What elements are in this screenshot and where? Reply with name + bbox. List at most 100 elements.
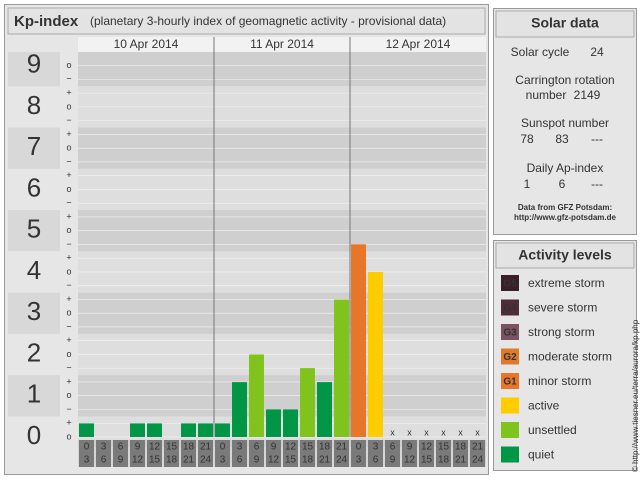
hour-to: 12 <box>404 455 416 466</box>
legend-swatch <box>501 397 519 414</box>
time-box <box>214 440 231 467</box>
hour-to: 21 <box>455 455 467 466</box>
sub-tick-label: + <box>66 170 71 180</box>
hour-from: 18 <box>455 442 467 453</box>
hour-to: 15 <box>149 455 161 466</box>
hour-to: 21 <box>319 455 331 466</box>
y-tick-label: 0 <box>27 420 41 450</box>
y-tick-label: 2 <box>27 337 41 367</box>
ap-value: 1 <box>524 177 531 191</box>
label-band <box>8 375 60 417</box>
sub-tick-label: + <box>66 294 71 304</box>
label-band <box>8 52 60 87</box>
bar <box>266 409 281 437</box>
hour-from: 15 <box>302 442 314 453</box>
y-tick-label: 7 <box>27 131 41 161</box>
hour-to: 6 <box>237 455 243 466</box>
y-tick-label: 8 <box>27 90 41 120</box>
legend-badge: G4 <box>503 303 517 314</box>
sub-tick-label: − <box>66 321 71 331</box>
legend-label: severe storm <box>528 301 597 315</box>
source-label: Data from GFZ Potsdam: <box>518 203 612 212</box>
chart-subtitle: (planetary 3-hourly index of geomagnetic… <box>90 14 446 28</box>
day-label: 12 Apr 2014 <box>386 37 451 51</box>
time-box <box>333 440 350 467</box>
hour-from: 0 <box>220 442 226 453</box>
hour-from: 6 <box>390 442 396 453</box>
time-box <box>78 440 95 467</box>
bar <box>283 409 298 437</box>
hour-from: 21 <box>472 442 484 453</box>
hour-to: 3 <box>220 455 226 466</box>
solar-title-bar <box>495 10 635 38</box>
time-box <box>180 440 197 467</box>
cycle-value: 24 <box>590 45 604 59</box>
watermark: © http://www.tiesner.eu/terra/aurora/kp.… <box>631 319 640 472</box>
hour-from: 15 <box>438 442 450 453</box>
legend-badge: G5 <box>503 279 517 290</box>
carrington-label: Carrington rotation <box>515 73 614 87</box>
legend-title: Activity levels <box>518 247 612 263</box>
day-header <box>78 37 486 52</box>
sub-tick-label: − <box>66 239 71 249</box>
legend-title-bar <box>495 242 635 269</box>
day-label: 11 Apr 2014 <box>250 37 314 51</box>
ap-value: 6 <box>559 177 566 191</box>
hour-to: 24 <box>200 455 212 466</box>
sub-tick-label: + <box>66 88 71 98</box>
bar <box>215 423 230 437</box>
time-box <box>163 440 180 467</box>
hour-from: 6 <box>254 442 260 453</box>
legend-swatch <box>501 348 519 365</box>
time-box <box>265 440 282 467</box>
source-url: http://www.gfz-potsdam.de <box>514 213 616 222</box>
time-box <box>367 440 384 467</box>
hour-to: 18 <box>302 455 314 466</box>
ap-value: --- <box>591 177 603 191</box>
missing-marker: x <box>424 427 429 437</box>
label-band <box>8 86 60 128</box>
sub-tick-label: o <box>66 349 71 359</box>
label-band <box>8 168 60 211</box>
missing-marker: x <box>458 427 463 437</box>
hour-to: 6 <box>373 455 379 466</box>
missing-marker: x <box>441 427 446 437</box>
time-box <box>350 440 367 467</box>
legend-label: extreme storm <box>528 276 605 290</box>
plot-band <box>78 416 486 447</box>
sub-tick-label: + <box>66 253 71 263</box>
sub-tick-label: + <box>66 376 71 386</box>
hour-from: 12 <box>421 442 433 453</box>
day-label: 10 Apr 2014 <box>114 37 179 51</box>
bar <box>79 423 94 437</box>
bar <box>351 244 366 437</box>
y-tick-label: 4 <box>27 255 41 285</box>
time-box <box>469 440 486 467</box>
sub-tick-label: o <box>66 143 71 153</box>
sub-tick-label: + <box>66 335 71 345</box>
hour-to: 12 <box>268 455 280 466</box>
hour-to: 6 <box>101 455 107 466</box>
label-band <box>8 333 60 376</box>
sub-tick-label: − <box>66 74 71 84</box>
time-box <box>452 440 469 467</box>
legend-label: active <box>528 399 560 413</box>
bar <box>249 354 264 437</box>
bar <box>147 423 162 437</box>
label-band <box>8 127 60 169</box>
bar <box>198 423 213 437</box>
hour-from: 9 <box>271 442 277 453</box>
time-box <box>129 440 146 467</box>
time-box <box>282 440 299 467</box>
time-box <box>95 440 112 467</box>
solar-title: Solar data <box>531 15 599 31</box>
sub-tick-label: − <box>66 115 71 125</box>
legend-label: quiet <box>528 448 555 462</box>
hour-from: 3 <box>373 442 379 453</box>
sub-tick-label: − <box>66 198 71 208</box>
time-box <box>435 440 452 467</box>
sunspot-label: Sunspot number <box>521 116 609 130</box>
y-tick-label: 3 <box>27 296 41 326</box>
sub-tick-label: o <box>66 225 71 235</box>
sunspot-value: 83 <box>555 132 569 146</box>
